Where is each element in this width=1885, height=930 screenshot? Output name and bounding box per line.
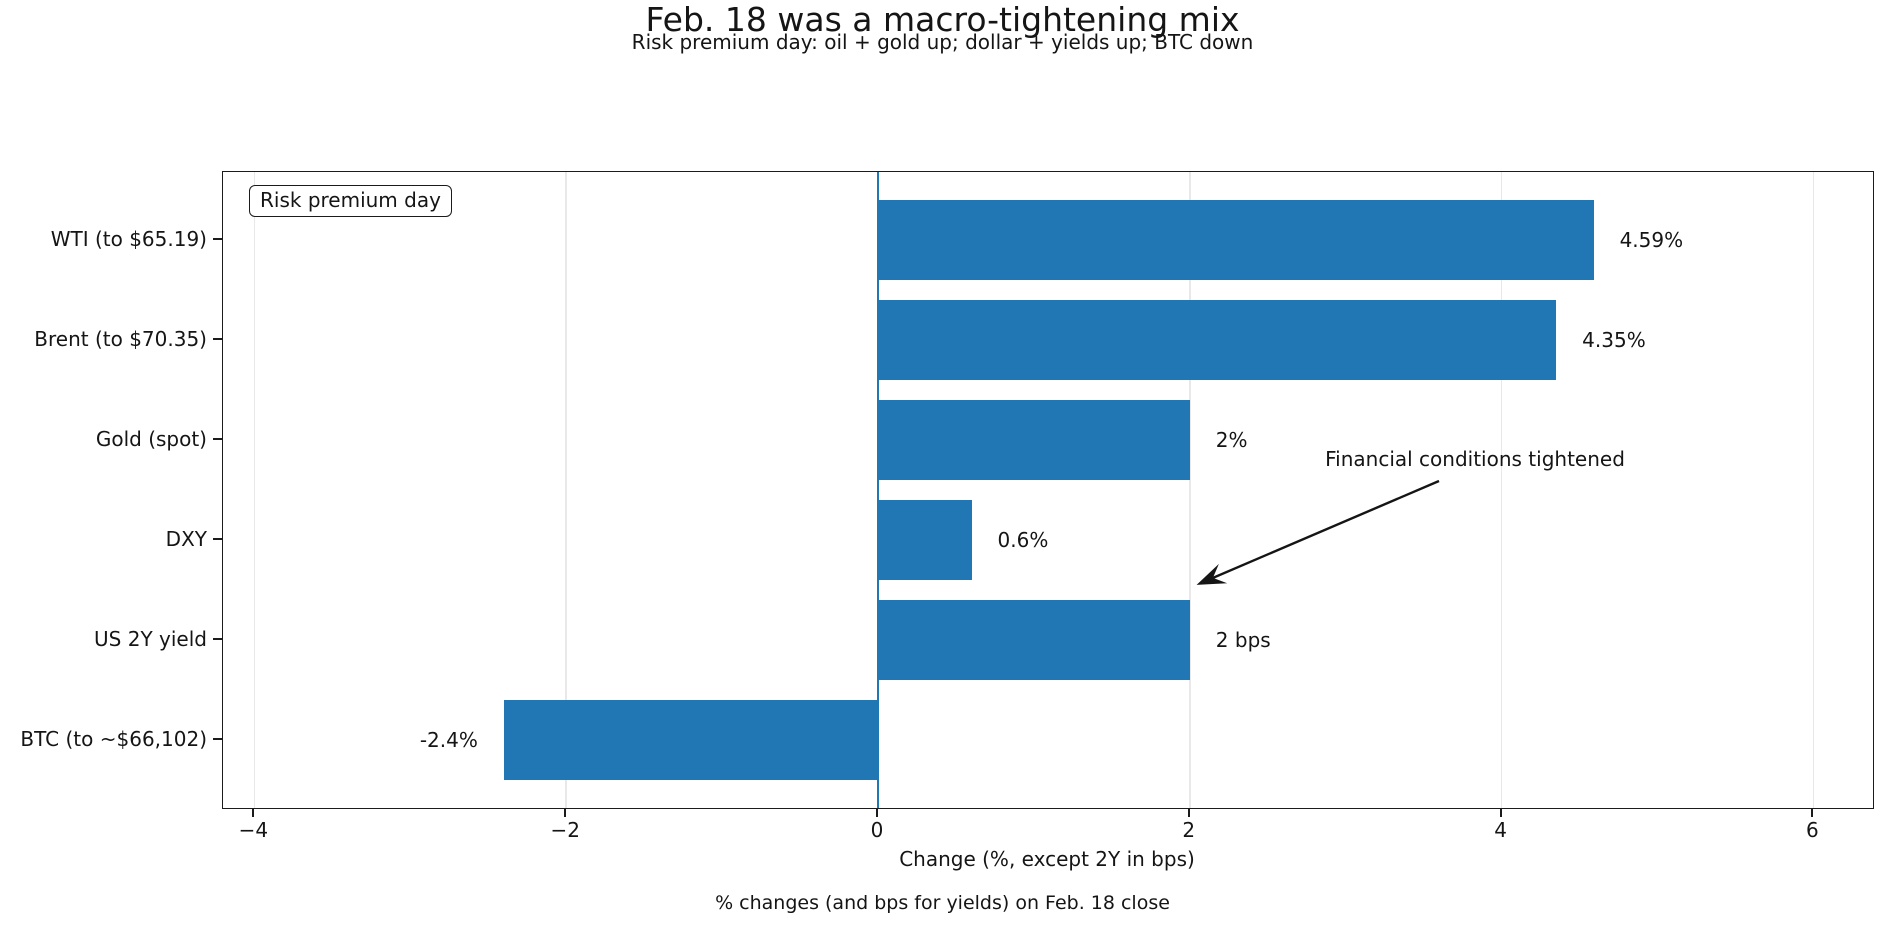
value-label-us-2y-yield: 2 bps	[1215, 628, 1271, 652]
legend-box: Risk premium day	[249, 185, 452, 217]
category-label-btc-to-66-102: BTC (to ~$66,102)	[20, 727, 207, 751]
chart-title: Feb. 18 was a macro-tightening mix	[645, 0, 1240, 39]
gridline-x-2	[1189, 172, 1191, 808]
x-axis-label: Change (%, except 2Y in bps)	[899, 847, 1195, 871]
bar-btc-to-66-102	[503, 700, 878, 780]
value-label-btc-to-66-102: -2.4%	[419, 728, 478, 752]
bar-dxy	[878, 500, 972, 580]
footnote: % changes (and bps for yields) on Feb. 1…	[715, 892, 1170, 914]
chart-subtitle: Risk premium day: oil + gold up; dollar …	[631, 30, 1254, 54]
y-tick-us-2y-yield	[213, 638, 222, 640]
x-tick-label-0: 0	[870, 818, 884, 842]
y-tick-btc-to-66-102	[213, 738, 222, 740]
category-label-wti-to-65-19: WTI (to $65.19)	[50, 227, 207, 251]
x-tick-−4	[252, 809, 255, 817]
value-label-dxy: 0.6%	[997, 528, 1049, 552]
x-tick-label-−4: −4	[238, 818, 269, 842]
bar-gold-spot	[878, 400, 1190, 480]
y-tick-gold-spot	[213, 438, 222, 440]
x-tick-6	[1811, 809, 1814, 817]
x-tick-−2	[564, 809, 567, 817]
plot-area: Risk premium day 4.59% 4.35% 2% 0.6% 2 bps -2…	[222, 171, 1874, 809]
category-label-gold-spot: Gold (spot)	[95, 427, 207, 451]
gridline-x-−4	[253, 172, 256, 808]
x-tick-label-6: 6	[1806, 818, 1819, 842]
gridline-x-4	[1500, 172, 1503, 808]
legend-label: Risk premium day	[260, 188, 441, 212]
x-tick-4	[1499, 809, 1502, 817]
y-tick-wti-to-65-19	[213, 238, 222, 240]
y-tick-dxy	[213, 538, 222, 540]
category-label-us-2y-yield: US 2Y yield	[94, 627, 207, 651]
category-label-dxy: DXY	[165, 527, 207, 551]
zero-line	[876, 172, 880, 808]
x-tick-label-−2: −2	[550, 818, 580, 842]
x-tick-2	[1187, 809, 1190, 817]
value-label-wti-to-65-19: 4.59%	[1619, 228, 1684, 252]
value-label-gold-spot: 2%	[1215, 428, 1248, 452]
bar-brent-to-70-35	[878, 300, 1557, 380]
category-label-brent-to-70-35: Brent (to $70.35)	[34, 327, 207, 351]
gridline-x-−2	[565, 172, 567, 808]
gridline-x-6	[1812, 172, 1815, 808]
value-label-brent-to-70-35: 4.35%	[1582, 328, 1646, 352]
x-tick-label-2: 2	[1182, 818, 1196, 842]
bar-us-2y-yield	[878, 600, 1190, 680]
y-tick-brent-to-70-35	[213, 338, 222, 340]
x-tick-label-4: 4	[1494, 818, 1507, 842]
annotation-text: Financial conditions tightened	[1325, 447, 1625, 471]
x-tick-0	[876, 809, 878, 817]
bar-wti-to-65-19	[878, 200, 1594, 280]
